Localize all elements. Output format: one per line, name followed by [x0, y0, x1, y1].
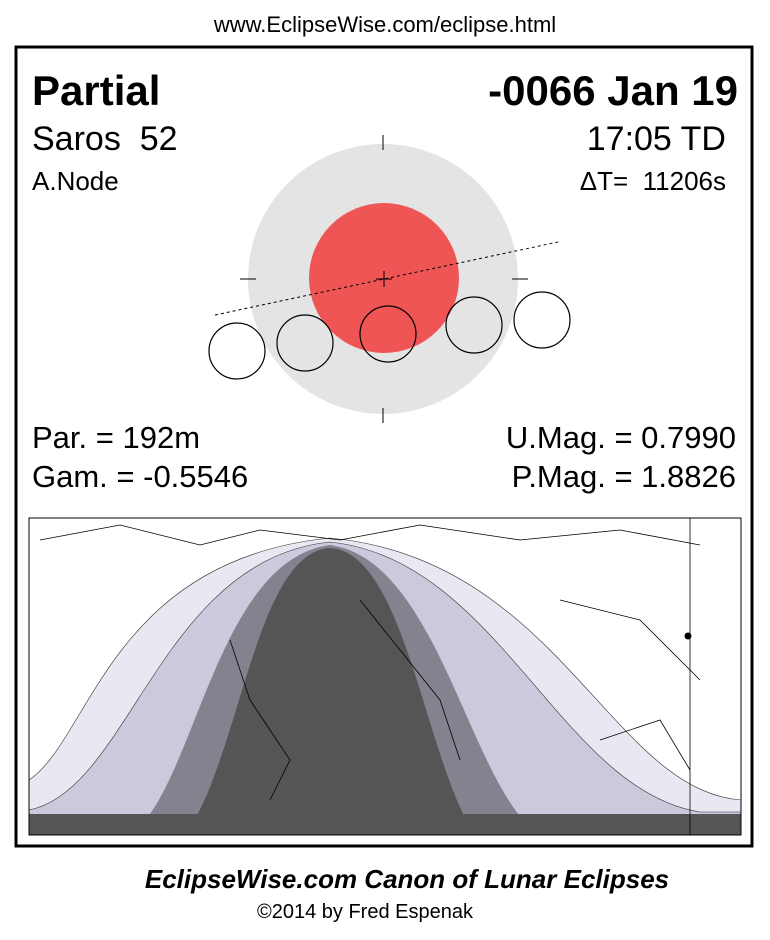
pmag: P.Mag. = 1.8826 [512, 459, 736, 494]
umag: U.Mag. = 0.7990 [506, 420, 736, 455]
par: Par. = 192m [32, 420, 200, 455]
node: A.Node [32, 166, 119, 196]
delta-t: ΔT= 11206s [580, 166, 726, 196]
gam: Gam. = -0.5546 [32, 459, 248, 494]
eclipse-type: Partial [32, 67, 160, 114]
copyright: ©2014 by Fred Espenak [257, 901, 474, 923]
date: -0066 Jan 19 [488, 67, 738, 114]
url: www.EclipseWise.com/eclipse.html [213, 12, 556, 37]
visibility-map [28, 517, 742, 836]
saros: Saros 52 [32, 120, 178, 158]
footer-title: EclipseWise.com Canon of Lunar Eclipses [145, 864, 669, 894]
eclipse-diagram [208, 135, 571, 423]
time: 17:05 TD [587, 120, 726, 158]
